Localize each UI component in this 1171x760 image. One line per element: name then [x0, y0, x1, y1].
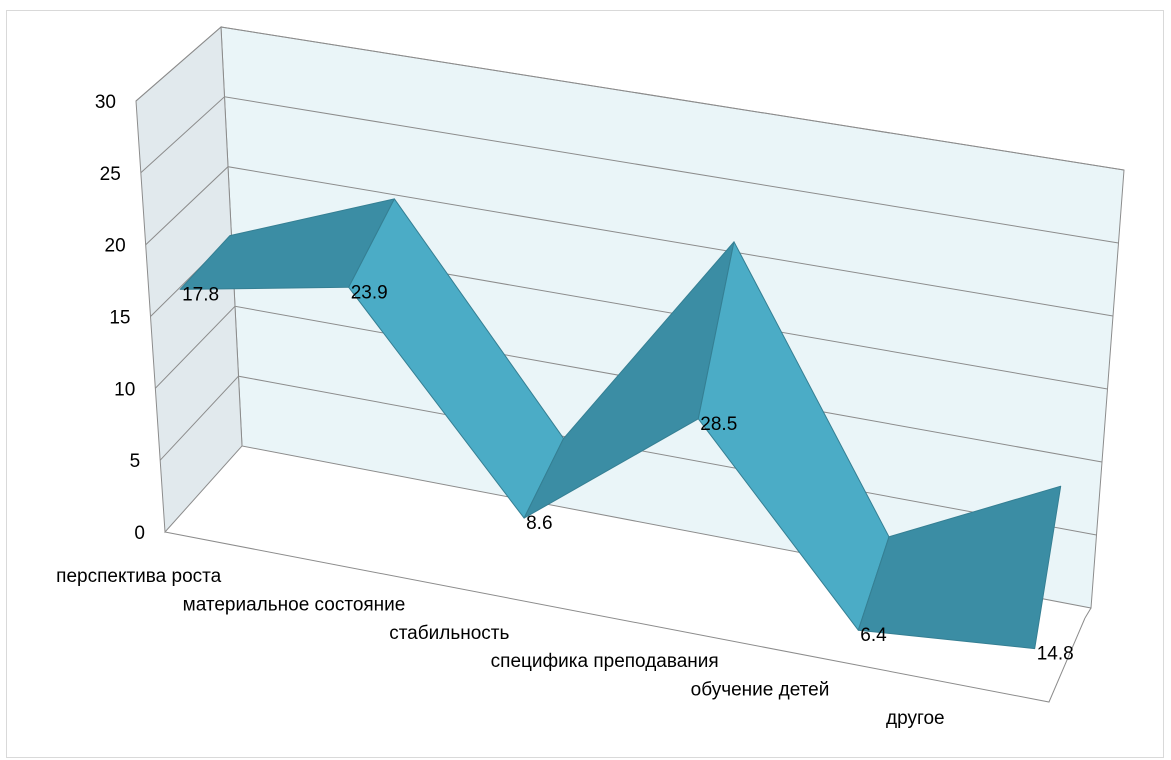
y-axis-labels: 0 5 10 15 20 25 30 — [95, 92, 145, 544]
y-tick-label: 0 — [134, 523, 145, 544]
gridline — [140, 96, 1119, 244]
x-tick-label: перспектива роста — [56, 566, 221, 587]
gridline — [135, 26, 1125, 171]
y-tick-label: 25 — [100, 164, 121, 185]
x-tick-label: другое — [886, 708, 945, 729]
data-label: 28.5 — [700, 414, 737, 435]
data-labels: 17.8 23.9 8.6 28.5 6.4 14.8 — [182, 282, 1074, 664]
y-tick-label: 15 — [109, 308, 130, 329]
y-tick-label: 30 — [95, 92, 116, 113]
ribbon-segment — [857, 485, 1062, 650]
x-axis-labels: перспектива роста материальное состояние с… — [56, 566, 944, 729]
x-tick-label: обучение детей — [691, 680, 830, 701]
data-label: 17.8 — [182, 284, 219, 305]
x-tick-label: материальное состояние — [183, 595, 406, 616]
data-label: 8.6 — [526, 513, 552, 534]
floor-front-edge — [164, 531, 1086, 703]
floor-right-edge — [1084, 607, 1092, 619]
data-label: 6.4 — [860, 625, 887, 646]
x-tick-label: специфика преподавания — [491, 651, 719, 672]
data-label: 23.9 — [351, 282, 388, 303]
y-tick-label: 5 — [130, 451, 141, 472]
y-tick-label: 10 — [114, 379, 135, 400]
gridline — [145, 166, 1114, 317]
x-tick-label: стабильность — [389, 623, 509, 644]
y-tick-label: 20 — [105, 236, 126, 257]
data-label: 14.8 — [1037, 644, 1074, 665]
series-ribbon — [179, 198, 1062, 650]
